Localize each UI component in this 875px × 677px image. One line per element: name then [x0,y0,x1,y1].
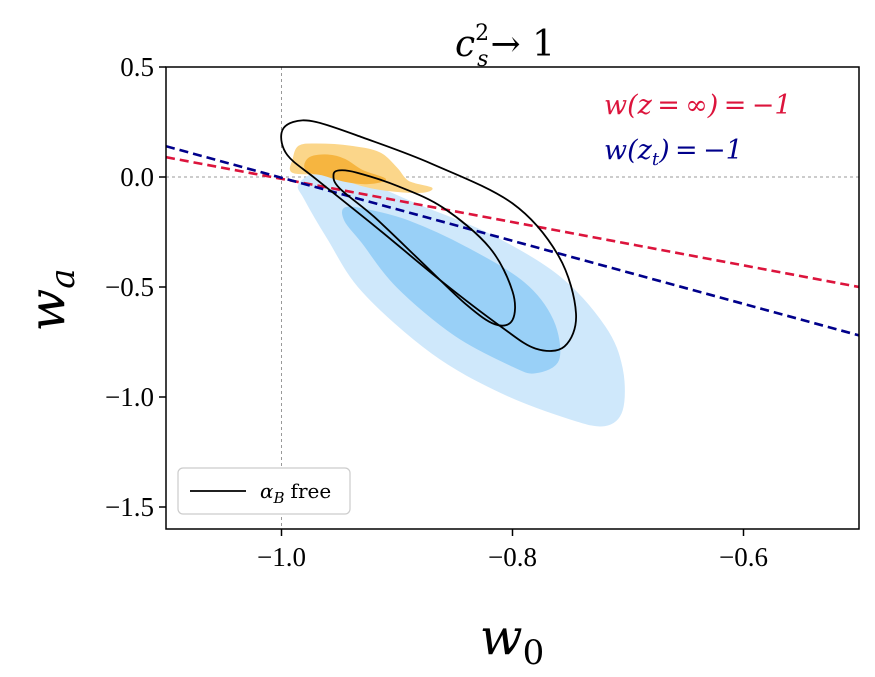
legend-entry-text: free [291,479,332,503]
annotation-w-infinity: w(z = ∞) = −1 [604,90,792,121]
legend-label-alpha-b: αB free [260,479,331,507]
legend-symbol: α [260,479,274,503]
annotation-w-zt: w(zt) = −1 [604,135,743,170]
plot-area [166,67,859,529]
y-tick-label: −0.5 [105,272,154,302]
contour-black-68 [332,169,516,327]
legend: αB free [177,467,351,515]
legend-symbol-sub: B [273,489,285,507]
chart-title: c2 s→ 1 [455,21,555,72]
y-tick-label: 0.0 [120,162,154,192]
contour-black-95 [280,119,577,352]
x-label-base: w [480,608,523,666]
y-label-sub: a [43,268,83,288]
annotation-zt-sub: t [652,149,660,170]
annotation-zt-post: ) = −1 [658,135,743,166]
dashed-line-w-zt [166,144,859,337]
title-base: c [455,24,475,65]
x-axis-label: w0 [480,608,544,673]
y-axis-label: wa [18,268,83,331]
title-sup: 2 [475,21,489,46]
y-tick-label: −1.5 [105,492,154,522]
title-rest: → 1 [490,24,555,65]
x-label-sub: 0 [523,633,545,673]
y-tick-label: −1.0 [105,382,154,412]
contour-orange-68 [304,154,387,185]
annotation-zt-pre: w(z [604,135,653,166]
x-tick-label: −0.8 [488,542,537,572]
axis-ticks: −1.0 −0.8 −0.6 0.5 0.0 −0.5 −1.0 −1.5 [105,52,768,572]
y-tick-label: 0.5 [120,52,154,82]
title-sub: s [477,47,488,72]
x-tick-label: −0.6 [719,542,768,572]
legend-box [177,467,351,515]
x-tick-label: −1.0 [257,542,306,572]
y-label-base: w [18,289,76,332]
